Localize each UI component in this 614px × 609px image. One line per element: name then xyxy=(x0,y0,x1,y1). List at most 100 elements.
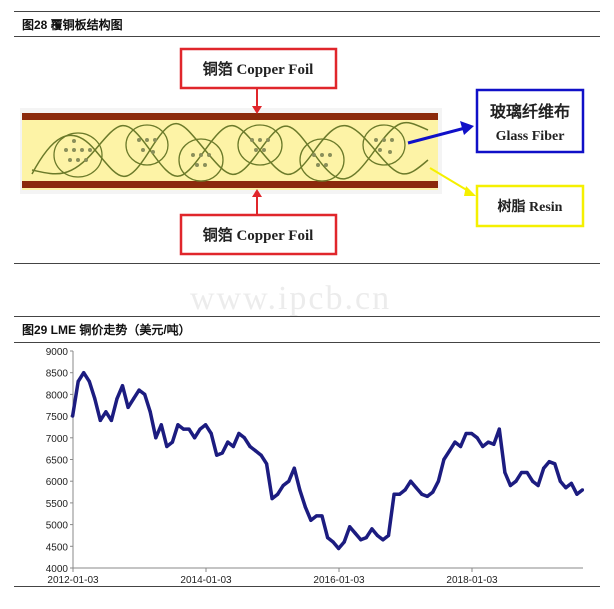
data-point xyxy=(558,479,562,483)
data-point xyxy=(392,492,396,496)
figure28-title-rule xyxy=(14,36,600,37)
data-point xyxy=(187,427,191,431)
data-point xyxy=(547,460,551,464)
data-point xyxy=(442,457,446,462)
data-point xyxy=(569,481,573,485)
data-point xyxy=(270,496,274,501)
data-point xyxy=(287,479,291,483)
figure28-title: 图28 覆铜板结构图 xyxy=(22,18,123,32)
data-point xyxy=(82,371,86,375)
data-point xyxy=(165,444,169,449)
data-point xyxy=(131,397,136,401)
figure29-title-rule xyxy=(14,342,600,343)
data-point xyxy=(481,444,485,449)
data-point xyxy=(137,388,141,392)
data-point xyxy=(98,418,102,423)
data-point xyxy=(486,440,490,444)
copper-foil-bottom-layer xyxy=(22,181,438,188)
data-point xyxy=(209,431,213,436)
data-point xyxy=(292,466,296,470)
data-point xyxy=(176,423,180,427)
data-point xyxy=(420,492,424,496)
data-point xyxy=(204,423,208,427)
data-point xyxy=(237,431,241,436)
data-point xyxy=(519,470,524,475)
data-point xyxy=(464,431,468,436)
data-point xyxy=(281,483,285,488)
top-rule xyxy=(14,11,600,12)
data-point xyxy=(375,533,380,538)
glass-fiber-arrowhead xyxy=(460,121,474,135)
data-point xyxy=(115,397,119,401)
x-tick-label: 2012-01-03 xyxy=(47,575,99,586)
data-point xyxy=(93,397,97,401)
data-point xyxy=(397,492,402,496)
data-point xyxy=(181,427,186,431)
y-tick-label: 8500 xyxy=(46,369,69,380)
data-point xyxy=(248,444,252,449)
data-point xyxy=(71,414,75,418)
data-point xyxy=(503,470,507,475)
glass-fiber-label-box xyxy=(475,88,585,154)
y-tick-label: 4000 xyxy=(46,564,69,575)
data-point xyxy=(425,494,429,498)
data-point xyxy=(470,431,474,436)
y-tick-label: 8000 xyxy=(46,390,69,401)
data-point xyxy=(386,533,391,538)
data-point xyxy=(170,440,174,444)
data-point xyxy=(492,442,496,446)
data-point xyxy=(353,531,357,535)
copper-bottom-label: 铜箔 Copper Foil xyxy=(203,226,314,244)
data-point xyxy=(364,536,368,540)
data-point xyxy=(381,538,385,542)
copper-bottom-label-box xyxy=(179,213,338,256)
glass-fiber-label-cn: 玻璃纤维布 xyxy=(490,102,570,121)
fiber-filaments xyxy=(64,138,394,167)
y-tick-label: 4500 xyxy=(46,542,69,553)
data-point xyxy=(253,449,258,453)
data-point xyxy=(525,470,529,475)
data-point xyxy=(198,427,202,431)
data-point xyxy=(192,436,197,440)
data-point xyxy=(320,514,324,518)
data-point xyxy=(298,488,302,492)
data-point xyxy=(215,453,219,457)
resin-label-box xyxy=(475,184,585,228)
data-point xyxy=(143,392,147,396)
data-point xyxy=(76,379,80,383)
data-point xyxy=(458,444,463,449)
glass-fiber-label-en: Glass Fiber xyxy=(496,129,565,144)
copper-foil-top-layer xyxy=(22,113,438,120)
figure29-bottom-rule xyxy=(14,586,600,587)
resin-arrowhead xyxy=(464,186,476,196)
data-point xyxy=(226,440,230,444)
y-tick-label: 6000 xyxy=(46,477,69,488)
x-tick-label: 2018-01-03 xyxy=(446,575,498,586)
figure29-title: 图29 LME 铜价走势（美元/吨） xyxy=(22,323,191,337)
data-point xyxy=(359,538,363,542)
y-tick-label: 7000 xyxy=(46,434,69,445)
data-point xyxy=(553,462,557,466)
data-point xyxy=(276,492,280,496)
copper-top-arrowhead xyxy=(252,106,262,114)
x-tick-label: 2014-01-03 xyxy=(180,575,232,586)
data-point xyxy=(87,379,91,383)
fiber-bundles xyxy=(53,124,406,182)
data-point xyxy=(159,423,163,427)
data-point xyxy=(475,436,479,440)
data-point xyxy=(220,451,224,455)
data-point xyxy=(126,405,130,410)
resin-arrow xyxy=(429,167,471,193)
data-point xyxy=(104,410,108,414)
data-point xyxy=(342,540,346,544)
data-point xyxy=(542,466,546,470)
data-point xyxy=(409,479,413,483)
data-point xyxy=(575,492,579,496)
data-point xyxy=(259,453,263,457)
data-point xyxy=(337,546,341,551)
watermark: www.ipcb.cn xyxy=(190,280,392,317)
data-point xyxy=(436,479,440,483)
data-point xyxy=(580,488,585,492)
data-point xyxy=(514,479,518,483)
copper-bottom-arrowhead xyxy=(252,189,262,197)
